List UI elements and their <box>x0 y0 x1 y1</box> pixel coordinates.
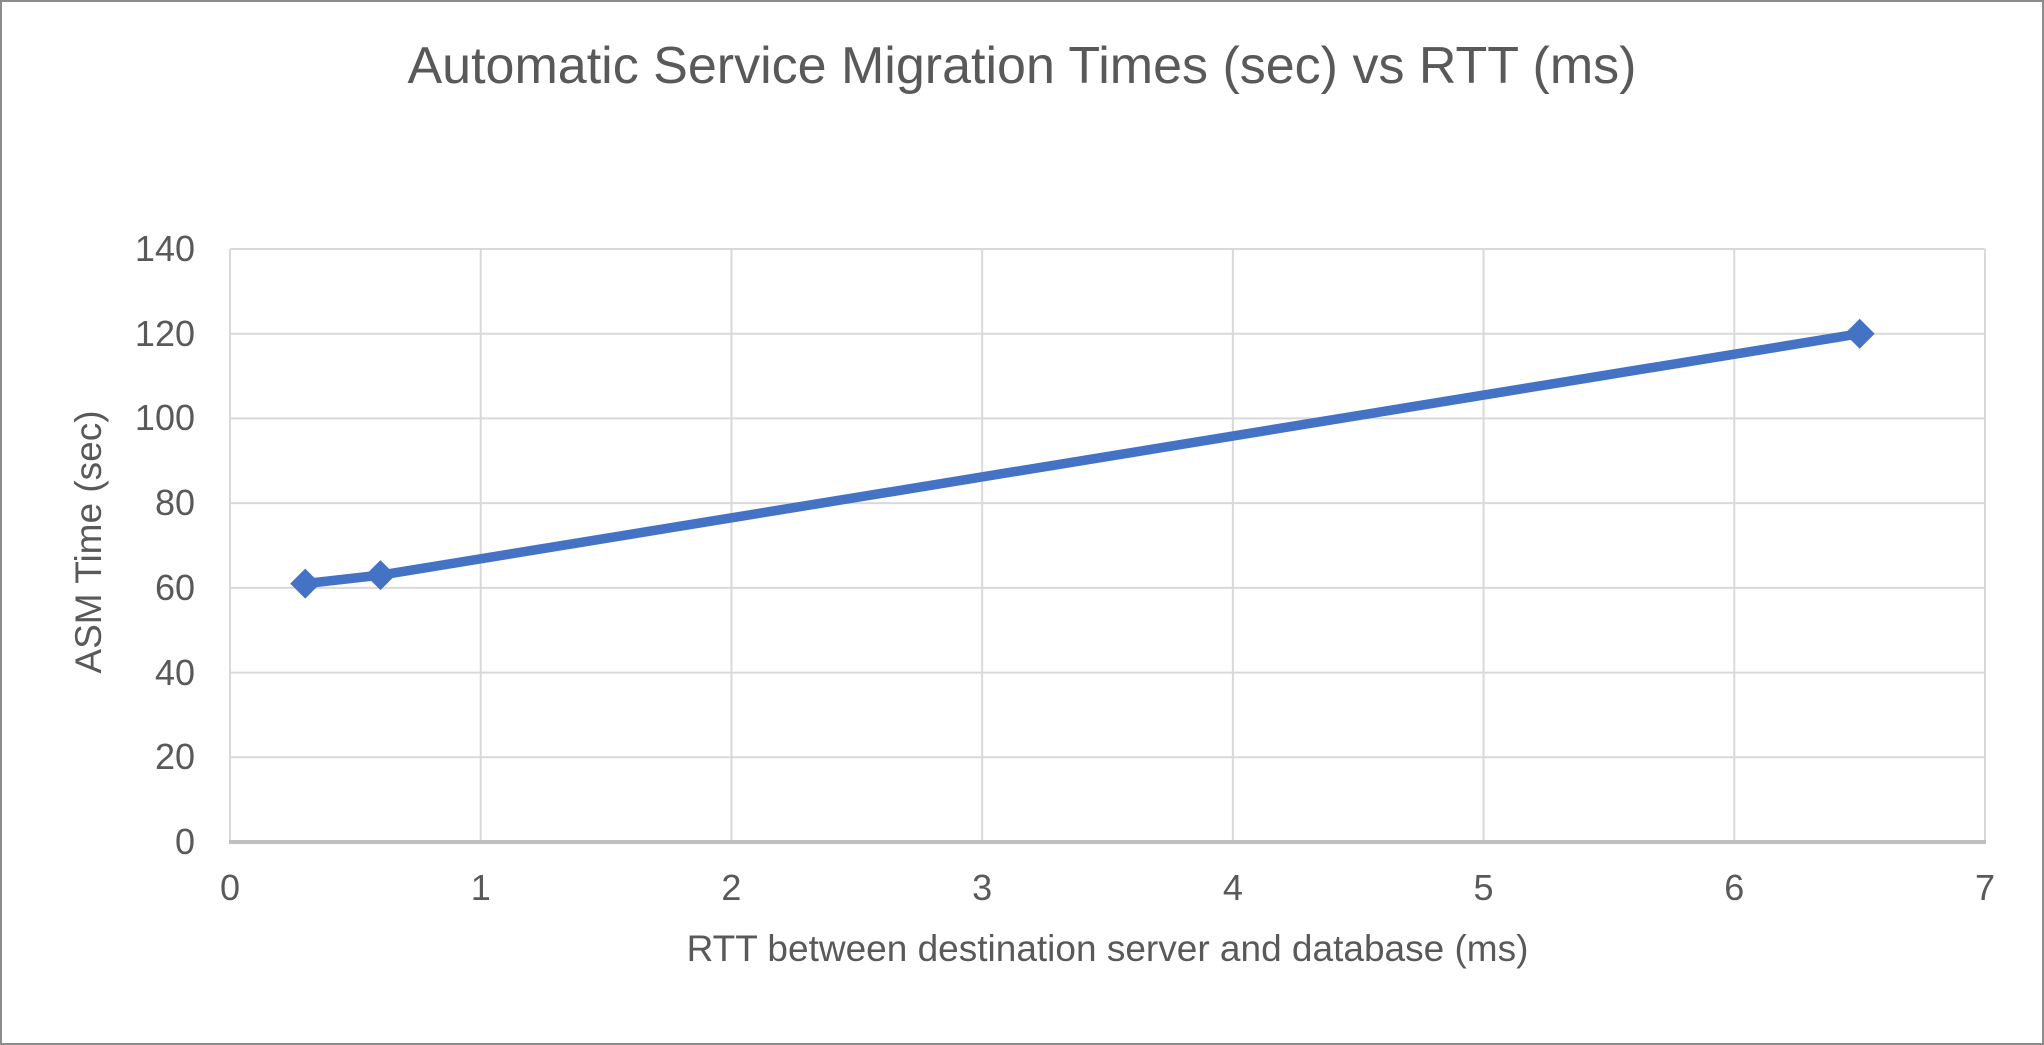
x-axis-title: RTT between destination server and datab… <box>686 928 1529 969</box>
y-axis-tick-label: 40 <box>154 651 195 693</box>
y-axis-tick-label: 120 <box>134 312 195 354</box>
chart-title: Automatic Service Migration Times (sec) … <box>407 37 1637 95</box>
x-axis-tick-label: 4 <box>1222 867 1243 908</box>
x-axis-tick-label: 2 <box>721 867 742 908</box>
y-axis-tick-label: 60 <box>154 566 195 608</box>
data-point-marker <box>365 560 396 591</box>
x-axis-tick-label: 5 <box>1473 867 1494 908</box>
x-axis-tick-label: 0 <box>219 867 241 908</box>
data-point-marker <box>290 568 321 599</box>
x-axis-tick-label: 6 <box>1724 867 1745 908</box>
y-axis-tick-label: 80 <box>154 482 195 524</box>
x-axis-tick-label: 1 <box>470 867 491 908</box>
x-axis-tick-label: 7 <box>1974 867 1996 908</box>
y-axis-tick-label: 0 <box>174 821 195 862</box>
y-axis-tick-label: 100 <box>134 397 195 439</box>
y-axis-tick-label: 140 <box>134 228 195 269</box>
x-axis-tick-label: 3 <box>972 867 993 908</box>
series-line <box>300 328 1865 589</box>
data-point-marker <box>1844 318 1875 349</box>
y-axis-tick-label: 20 <box>154 736 195 778</box>
